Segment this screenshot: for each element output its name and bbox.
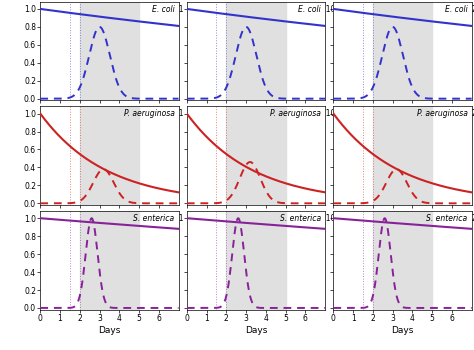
Bar (227, 106, 285, 205)
Text: E. coli: E. coli (445, 5, 467, 14)
Text: 1: 1 (174, 109, 184, 118)
Text: 10: 10 (321, 214, 335, 223)
Text: P. aeruginosa: P. aeruginosa (124, 109, 174, 118)
X-axis label: Days: Days (98, 326, 120, 335)
Bar (80, 106, 139, 205)
Text: 10: 10 (321, 109, 335, 118)
Text: P. aeruginosa: P. aeruginosa (270, 109, 321, 118)
Text: S. enterica: S. enterica (280, 214, 321, 223)
Text: 25: 25 (467, 109, 474, 118)
Bar (373, 2, 432, 100)
Text: S. enterica: S. enterica (426, 214, 467, 223)
Text: E. coli: E. coli (152, 5, 174, 14)
Bar (80, 211, 139, 310)
Text: S. enterica: S. enterica (133, 214, 174, 223)
Text: 25: 25 (467, 5, 474, 14)
Bar (227, 2, 285, 100)
Bar (373, 106, 432, 205)
Text: 1: 1 (174, 214, 184, 223)
Text: 1: 1 (174, 5, 184, 14)
X-axis label: Days: Days (245, 326, 267, 335)
X-axis label: Days: Days (392, 326, 414, 335)
Bar (80, 2, 139, 100)
Bar (373, 211, 432, 310)
Text: P. aeruginosa: P. aeruginosa (417, 109, 467, 118)
Bar (227, 211, 285, 310)
Text: 25: 25 (467, 214, 474, 223)
Text: E. coli: E. coli (298, 5, 321, 14)
Text: 10: 10 (321, 5, 335, 14)
